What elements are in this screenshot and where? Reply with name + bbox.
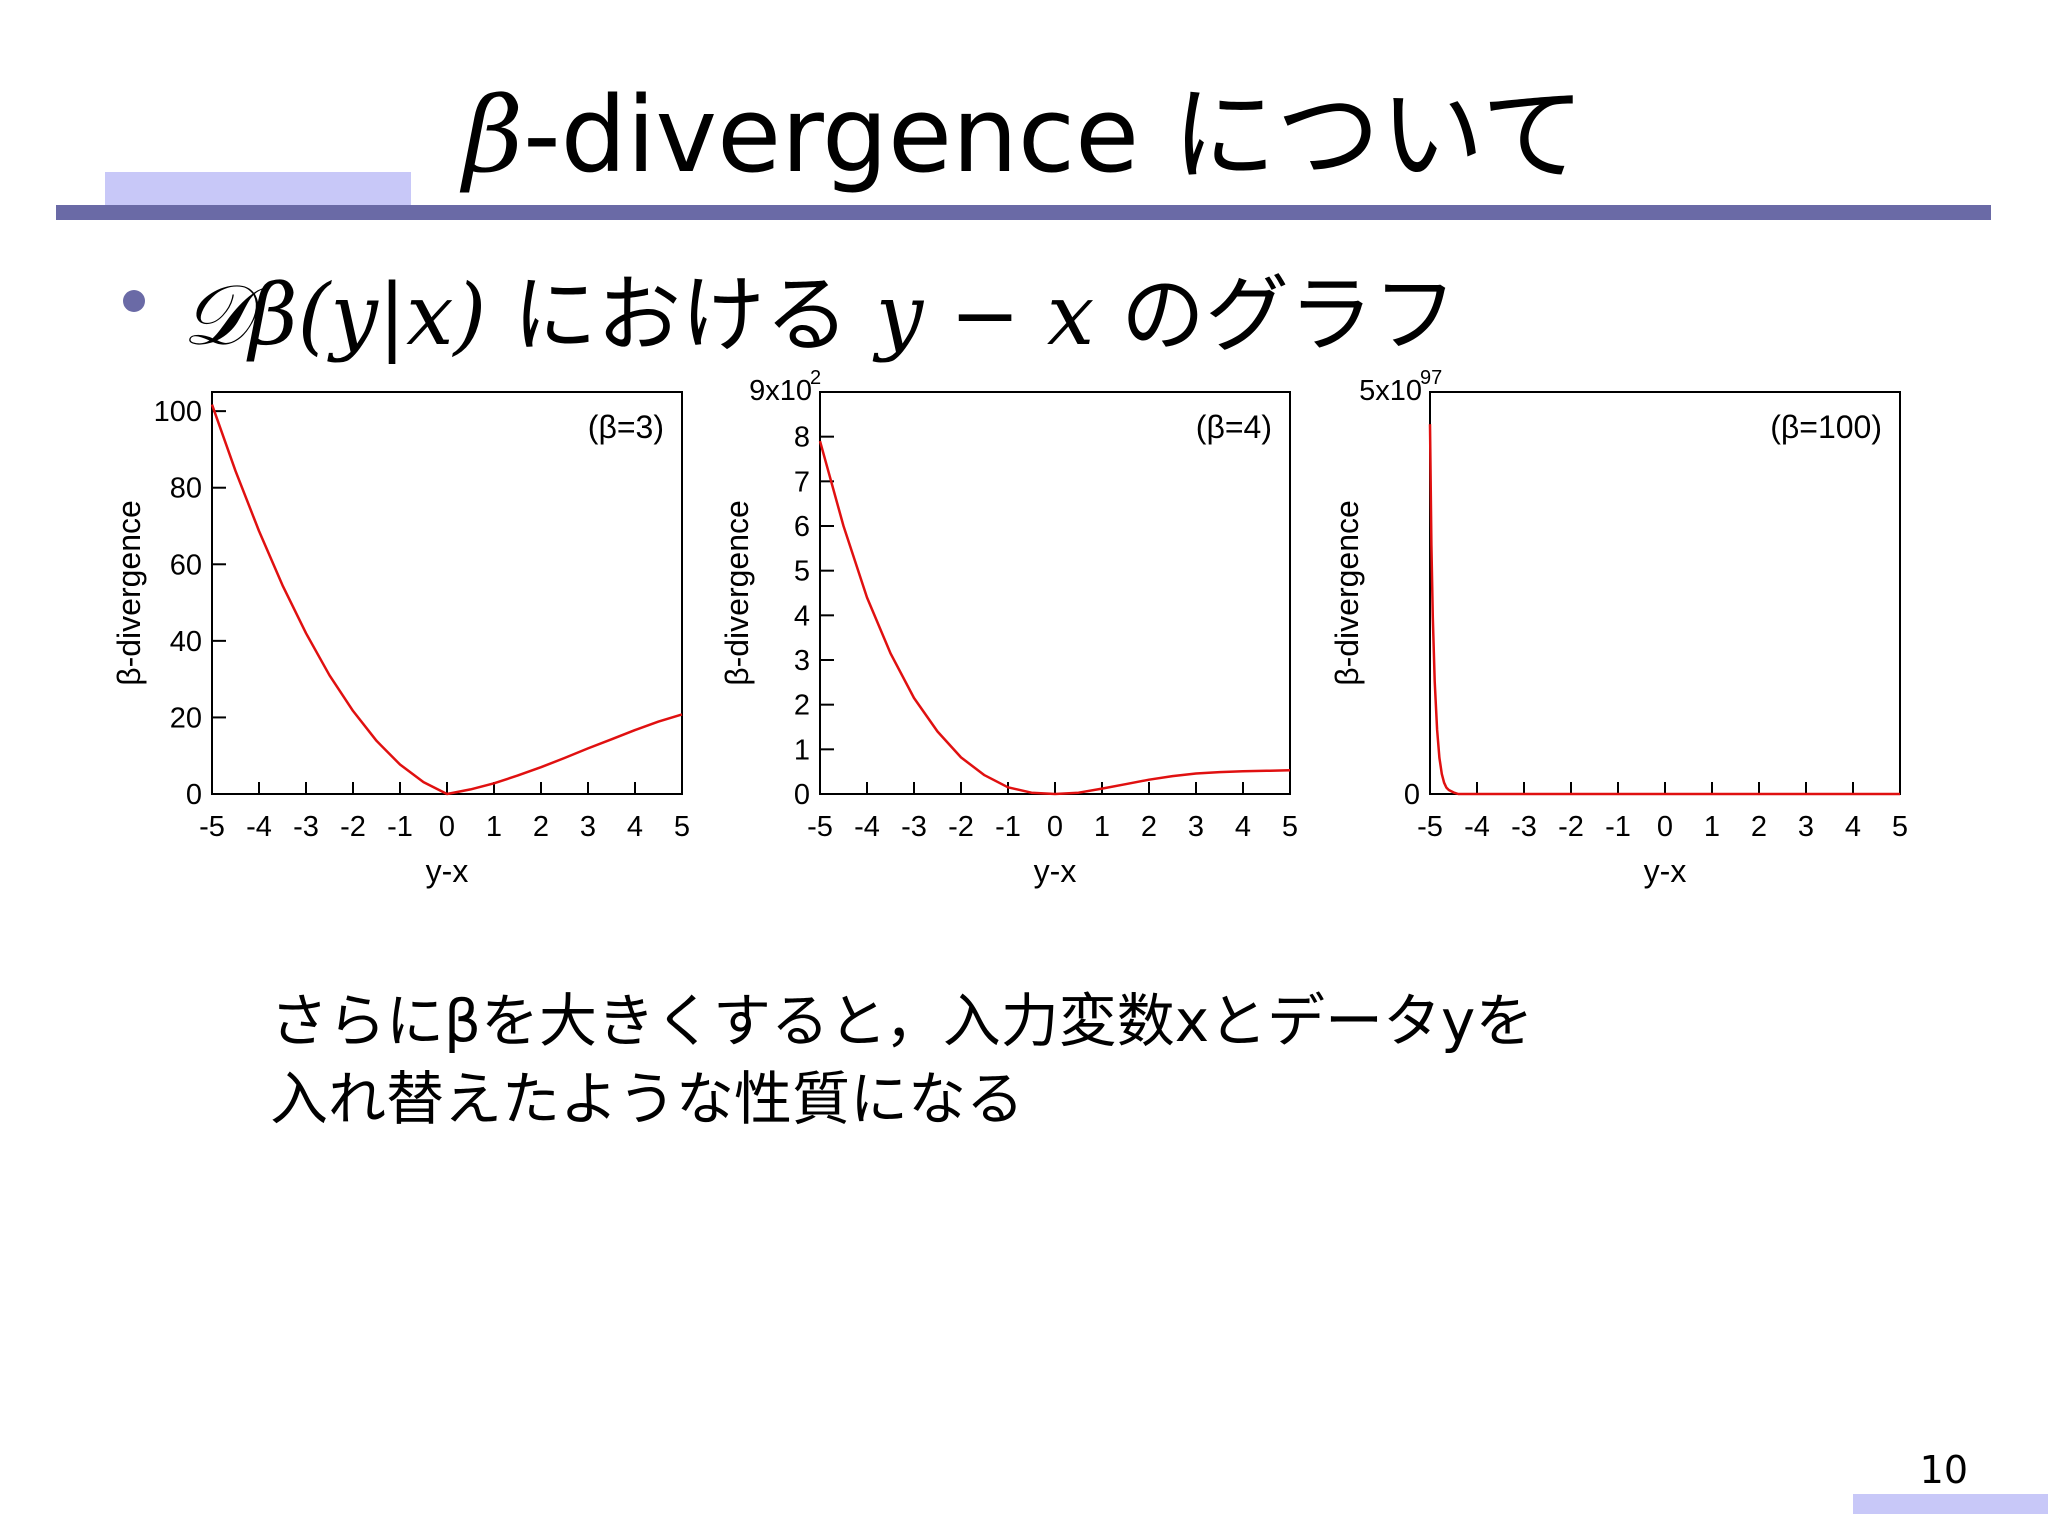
y-tick-label: 5 — [794, 556, 810, 588]
x-axis-label: y-x — [1034, 853, 1077, 889]
chart-annotation: (β=4) — [1196, 409, 1272, 445]
x-tick-label: 1 — [1704, 811, 1720, 843]
y-tick-label: 1 — [794, 734, 810, 766]
y-scale-exponent: 97 — [1420, 367, 1442, 389]
x-tick-label: 5 — [674, 811, 690, 843]
x-tick-label: -2 — [948, 811, 974, 843]
y-tick-label: 7 — [794, 466, 810, 498]
x-tick-label: -2 — [1558, 811, 1584, 843]
x-tick-label: 3 — [580, 811, 596, 843]
x-tick-label: -3 — [1511, 811, 1537, 843]
bullet-tail-text: のグラフ — [1094, 266, 1458, 364]
x-tick-label: -1 — [995, 811, 1021, 843]
title-accent-block — [105, 172, 411, 206]
chart-beta-4: -5 -4 -3 -2 -1 0 1 2 3 4 50123456789x102y-xβ-diver… — [719, 367, 1298, 889]
y-scale-label: 5x10 — [1359, 375, 1422, 407]
x-tick-label: 5 — [1282, 811, 1298, 843]
x-tick-label: -4 — [1464, 811, 1490, 843]
y-tick-label: 80 — [170, 473, 202, 505]
y-tick-label: 3 — [794, 645, 810, 677]
x-tick-label: 2 — [1141, 811, 1157, 843]
chart-beta-3: -5 -4 -3 -2 -1 0 1 2 3 4 5020406080100y-xβ-diverge… — [111, 391, 690, 889]
page-number: 10 — [1919, 1448, 1968, 1492]
y-tick-label: 0 — [794, 779, 810, 811]
x-tick-label: 4 — [1235, 811, 1251, 843]
y-tick-label: 60 — [170, 549, 202, 581]
y-axis-label: β-divergence — [719, 500, 755, 686]
y-tick-label: 100 — [154, 396, 202, 428]
bullet-math-difference: y − x — [875, 266, 1095, 364]
y-axis-label: β-divergence — [111, 500, 147, 686]
x-tick-label: -1 — [1605, 811, 1631, 843]
slide-title: β-divergence について — [0, 50, 2048, 201]
x-tick-label: 0 — [439, 811, 455, 843]
y-scale-label: 9x10 — [749, 375, 812, 407]
plot-frame — [819, 391, 1291, 795]
title-beta-symbol: β — [462, 74, 524, 196]
title-underline-rule — [56, 205, 1991, 220]
y-tick-label: 40 — [170, 626, 202, 658]
chart-annotation: (β=100) — [1770, 409, 1882, 445]
x-tick-label: -5 — [1417, 811, 1443, 843]
y-tick-label: 2 — [794, 690, 810, 722]
note-line-1: さらにβを大きくすると，入力変数xとデータyを — [270, 987, 1534, 1055]
y-tick-label: 6 — [794, 511, 810, 543]
x-tick-label: -5 — [807, 811, 833, 843]
x-tick-label: -3 — [901, 811, 927, 843]
bullet-math-divergence: 𝒟β(y|x) — [182, 266, 487, 364]
title-text: -divergence について — [523, 74, 1586, 196]
note-line-2: 入れ替えたような性質になる — [270, 1065, 1025, 1133]
x-tick-label: 2 — [1751, 811, 1767, 843]
chart-annotation: (β=3) — [588, 409, 664, 445]
x-tick-label: 0 — [1657, 811, 1673, 843]
series-line — [818, 440, 1291, 796]
x-axis-label: y-x — [1644, 853, 1687, 889]
y-tick-label: 20 — [170, 702, 202, 734]
x-tick-label: 5 — [1892, 811, 1908, 843]
x-tick-label: -4 — [246, 811, 272, 843]
bullet-text: 𝒟β(y|x) における y − x のグラフ — [182, 248, 1457, 369]
x-tick-label: -1 — [387, 811, 413, 843]
x-tick-label: 3 — [1188, 811, 1204, 843]
bullet-mid-text: における — [486, 266, 876, 364]
x-tick-label: -5 — [199, 811, 225, 843]
y-tick-label: 0 — [186, 779, 202, 811]
series-line — [210, 404, 683, 796]
x-tick-label: 2 — [533, 811, 549, 843]
x-tick-label: 3 — [1798, 811, 1814, 843]
x-tick-label: 4 — [627, 811, 643, 843]
x-tick-label: -2 — [340, 811, 366, 843]
series-line — [1428, 424, 1900, 796]
chart-beta-100: -5 -4 -3 -2 -1 0 1 2 3 4 505x1097y-xβ-divergence(β… — [1329, 367, 1908, 889]
y-scale-exponent: 2 — [810, 367, 821, 389]
y-tick-label: 4 — [794, 600, 810, 632]
x-axis-label: y-x — [426, 853, 469, 889]
x-tick-label: 1 — [486, 811, 502, 843]
y-tick-label: 0 — [1404, 779, 1420, 811]
plot-frame — [211, 391, 683, 795]
x-tick-label: -3 — [293, 811, 319, 843]
plot-frame — [1429, 391, 1901, 795]
corner-accent-block — [1853, 1494, 2048, 1514]
x-tick-label: 1 — [1094, 811, 1110, 843]
note-text: さらにβを大きくすると，入力変数xとデータyを 入れ替えたような性質になる — [270, 982, 1533, 1138]
x-tick-label: 4 — [1845, 811, 1861, 843]
bullet-icon — [123, 290, 145, 312]
y-tick-label: 8 — [794, 422, 810, 454]
y-axis-label: β-divergence — [1329, 500, 1365, 686]
x-tick-label: 0 — [1047, 811, 1063, 843]
x-tick-label: -4 — [854, 811, 880, 843]
